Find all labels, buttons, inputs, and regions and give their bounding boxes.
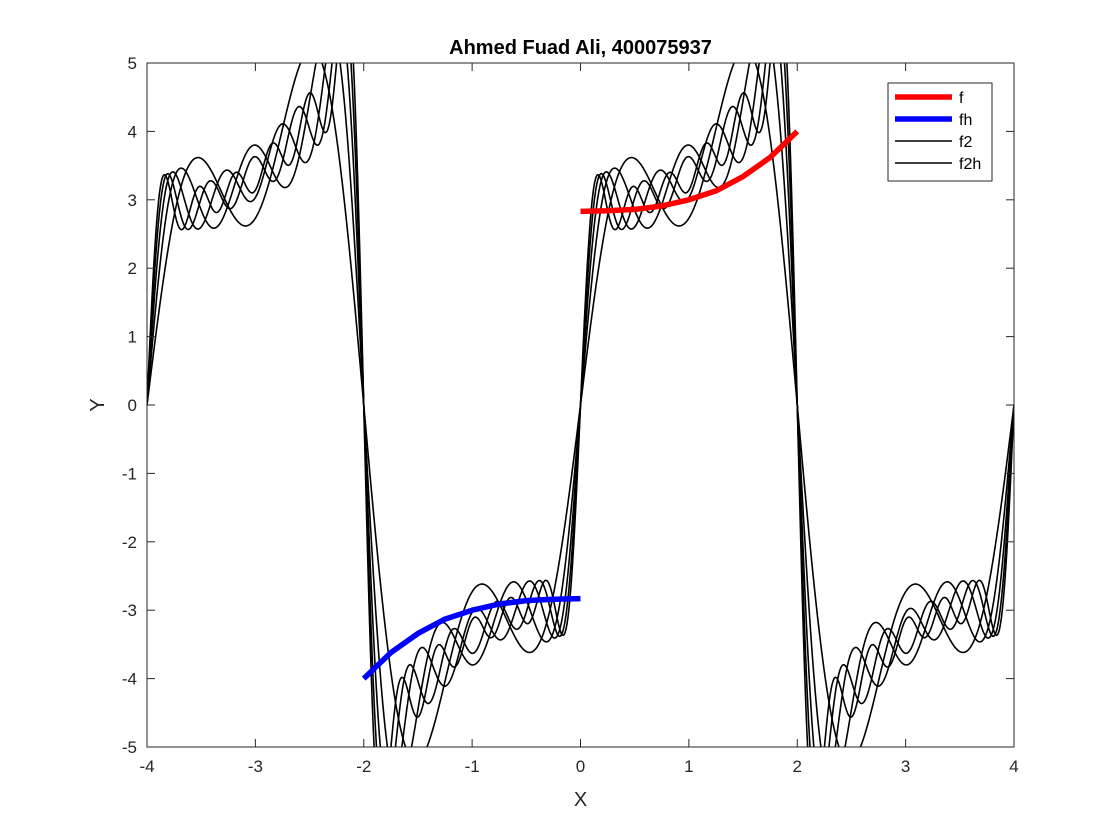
series-f2-curve: [147, 63, 1014, 747]
y-tick-label: 3: [128, 191, 137, 210]
x-axis-label: X: [574, 789, 587, 811]
y-tick-label: 0: [128, 396, 137, 415]
legend-label-f2h: f2h: [959, 156, 981, 173]
y-tick-label: -1: [122, 464, 137, 483]
y-axis-label: Y: [87, 398, 109, 411]
y-tick-label: 1: [128, 328, 137, 347]
y-tick-label: -2: [122, 533, 137, 552]
x-tick-label: 3: [901, 757, 910, 776]
x-axis: -4 -3 -2 -1 0 1 2 3 4: [139, 63, 1019, 776]
x-tick-label: -4: [139, 757, 154, 776]
x-tick-label: 1: [684, 757, 693, 776]
y-tick-label: -5: [122, 738, 137, 757]
curves-layer: [147, 63, 1014, 747]
y-tick-label: 2: [128, 259, 137, 278]
legend-label-fh: fh: [959, 112, 972, 129]
x-tick-label: 4: [1009, 757, 1018, 776]
series-f-line: [580, 129, 800, 215]
y-axis: -5 -4 -3 -2 -1 0 1 2 3 4 5: [122, 54, 1014, 757]
series-fh-line: [361, 595, 581, 681]
x-tick-label: -1: [465, 757, 480, 776]
chart-title: Ahmed Fuad Ali, 400075937: [449, 37, 712, 59]
legend-label-f: f: [959, 90, 964, 107]
y-tick-label: 4: [128, 122, 137, 141]
x-tick-label: 0: [576, 757, 585, 776]
x-tick-label: 2: [793, 757, 802, 776]
y-tick-label: -3: [122, 601, 137, 620]
y-tick-label: -4: [122, 670, 137, 689]
legend-label-f2: f2: [959, 134, 972, 151]
legend-entries: f fh f2 f2h: [895, 90, 981, 173]
legend: f fh f2 f2h: [887, 82, 993, 182]
x-tick-label: -3: [248, 757, 263, 776]
y-tick-label: 5: [128, 54, 137, 73]
x-tick-label: -2: [356, 757, 371, 776]
